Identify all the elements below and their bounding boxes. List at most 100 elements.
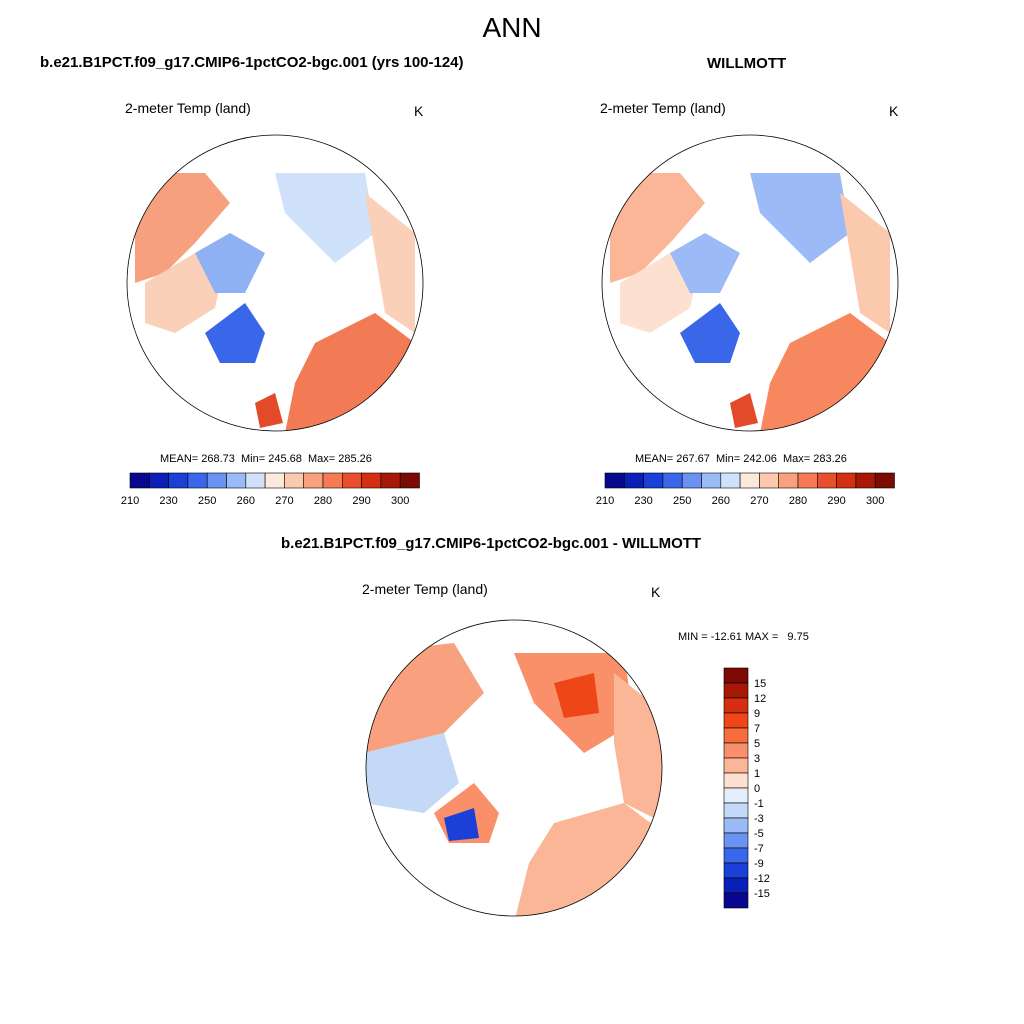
diff-region-siberia-hot <box>554 673 599 718</box>
diff-colorbar-label: -3 <box>754 813 764 825</box>
obs-colorbar-swatch <box>759 472 779 489</box>
diff-colorbar-swatch <box>723 832 749 849</box>
obs-colorbar-swatch <box>874 472 895 489</box>
diff-colorbar: 15 12 9 7 5 3 1 0 -1 -3 -5 -7 -9 -12 -15 <box>723 667 770 909</box>
model-polar-map <box>126 134 424 432</box>
model-region-uk <box>255 393 283 428</box>
obs-colorbar-swatch <box>662 472 683 489</box>
obs-colorbar-label: 280 <box>789 495 807 507</box>
obs-units-label: K <box>889 103 899 119</box>
model-region-russia-east <box>365 193 415 333</box>
model-colorbar: 210 230 250 260 270 280 290 300 <box>121 472 420 507</box>
diff-colorbar-swatch <box>723 862 749 879</box>
obs-colorbar-swatch <box>855 472 876 489</box>
diff-colorbar-label: -9 <box>754 858 764 870</box>
model-colorbar-swatch <box>284 472 304 489</box>
obs-colorbar-swatch <box>623 472 644 489</box>
diff-region-canada <box>366 733 459 813</box>
model-region-canada-arctic <box>195 233 265 293</box>
obs-stats: MEAN= 267.67 Min= 242.06 Max= 283.26 <box>635 453 847 465</box>
obs-colorbar-swatch <box>681 472 702 489</box>
model-variable-label: 2-meter Temp (land) <box>125 100 251 116</box>
obs-region-greenland <box>680 303 740 363</box>
diff-colorbar-swatch <box>723 712 749 729</box>
diff-colorbar-label: 1 <box>754 768 760 780</box>
obs-region-uk <box>730 393 758 428</box>
diff-colorbar-swatch <box>723 817 749 834</box>
obs-panel-title: WILLMOTT <box>707 55 787 72</box>
model-map-border <box>126 134 424 432</box>
diff-region-greenland-south <box>444 808 479 841</box>
model-colorbar-swatch <box>342 472 362 489</box>
diff-units-label: K <box>651 584 661 600</box>
model-colorbar-label: 270 <box>275 495 293 507</box>
diff-colorbar-label: 9 <box>754 708 760 720</box>
model-stats: MEAN= 268.73 Min= 245.68 Max= 285.26 <box>160 453 372 465</box>
diff-colorbar-label: 12 <box>754 693 766 705</box>
obs-colorbar-label: 300 <box>866 495 884 507</box>
model-colorbar-swatch <box>206 472 227 489</box>
diff-colorbar-label: -12 <box>754 873 770 885</box>
diff-colorbar-swatch <box>723 892 749 909</box>
diff-colorbar-label: 15 <box>754 678 766 690</box>
obs-colorbar-label: 250 <box>673 495 691 507</box>
model-colorbar-label: 210 <box>121 495 139 507</box>
model-colorbar-label: 300 <box>391 495 409 507</box>
diff-stats: MIN = -12.61 MAX = 9.75 <box>678 631 809 643</box>
diff-polar-map <box>365 619 663 917</box>
model-units-label: K <box>414 103 424 119</box>
diff-colorbar-swatch <box>723 757 749 774</box>
obs-colorbar-label: 270 <box>750 495 768 507</box>
diff-colorbar-swatch <box>723 802 749 819</box>
diff-colorbar-label: -15 <box>754 888 770 900</box>
model-colorbar-swatch <box>380 472 401 489</box>
obs-variable-label: 2-meter Temp (land) <box>600 100 726 116</box>
diff-colorbar-swatch <box>723 787 749 804</box>
obs-colorbar-label: 290 <box>827 495 845 507</box>
model-colorbar-label: 230 <box>159 495 177 507</box>
obs-colorbar-swatch <box>701 472 722 489</box>
diff-colorbar-label: -7 <box>754 843 764 855</box>
model-panel-title: b.e21.B1PCT.f09_g17.CMIP6-1pctCO2-bgc.00… <box>40 54 464 71</box>
diff-colorbar-swatch <box>723 697 749 714</box>
obs-region-alaska <box>610 173 705 283</box>
model-colorbar-swatch <box>226 472 247 489</box>
model-colorbar-label: 260 <box>237 495 255 507</box>
model-region-alaska <box>135 173 230 283</box>
diff-colorbar-swatch <box>723 847 749 864</box>
model-colorbar-swatch <box>303 472 324 489</box>
obs-colorbar-label: 210 <box>596 495 614 507</box>
diff-colorbar-swatch <box>723 682 749 699</box>
diff-panel-title: b.e21.B1PCT.f09_g17.CMIP6-1pctCO2-bgc.00… <box>281 535 702 552</box>
obs-region-canada-arctic <box>670 233 740 293</box>
model-colorbar-swatch <box>399 472 420 489</box>
diff-colorbar-label: 5 <box>754 738 760 750</box>
diff-colorbar-swatch <box>723 772 749 789</box>
model-colorbar-label: 250 <box>198 495 216 507</box>
obs-polar-map <box>601 134 899 432</box>
model-colorbar-label: 280 <box>314 495 332 507</box>
obs-colorbar-swatch <box>643 472 664 489</box>
diff-colorbar-swatch <box>723 667 749 684</box>
model-region-siberia <box>275 173 375 263</box>
obs-region-russia-east <box>840 193 890 333</box>
obs-colorbar-swatch <box>797 472 818 489</box>
obs-region-siberia <box>750 173 850 263</box>
diff-variable-label: 2-meter Temp (land) <box>362 581 488 597</box>
diff-map-border <box>365 619 663 917</box>
obs-colorbar-label: 230 <box>634 495 652 507</box>
model-colorbar-swatch <box>361 472 382 489</box>
model-colorbar-swatch <box>245 472 266 489</box>
model-colorbar-swatch <box>264 472 285 489</box>
model-colorbar-swatch <box>187 472 208 489</box>
obs-colorbar-swatch <box>604 472 625 489</box>
diff-colorbar-label: 3 <box>754 753 760 765</box>
model-colorbar-swatch <box>129 472 150 489</box>
model-colorbar-swatch <box>148 472 169 489</box>
obs-colorbar-swatch <box>778 472 799 489</box>
model-colorbar-swatch <box>168 472 189 489</box>
diff-colorbar-swatch <box>723 727 749 744</box>
diff-colorbar-label: -1 <box>754 798 764 810</box>
obs-colorbar-swatch <box>720 472 741 489</box>
obs-colorbar: 210 230 250 260 270 280 290 300 <box>596 472 895 507</box>
